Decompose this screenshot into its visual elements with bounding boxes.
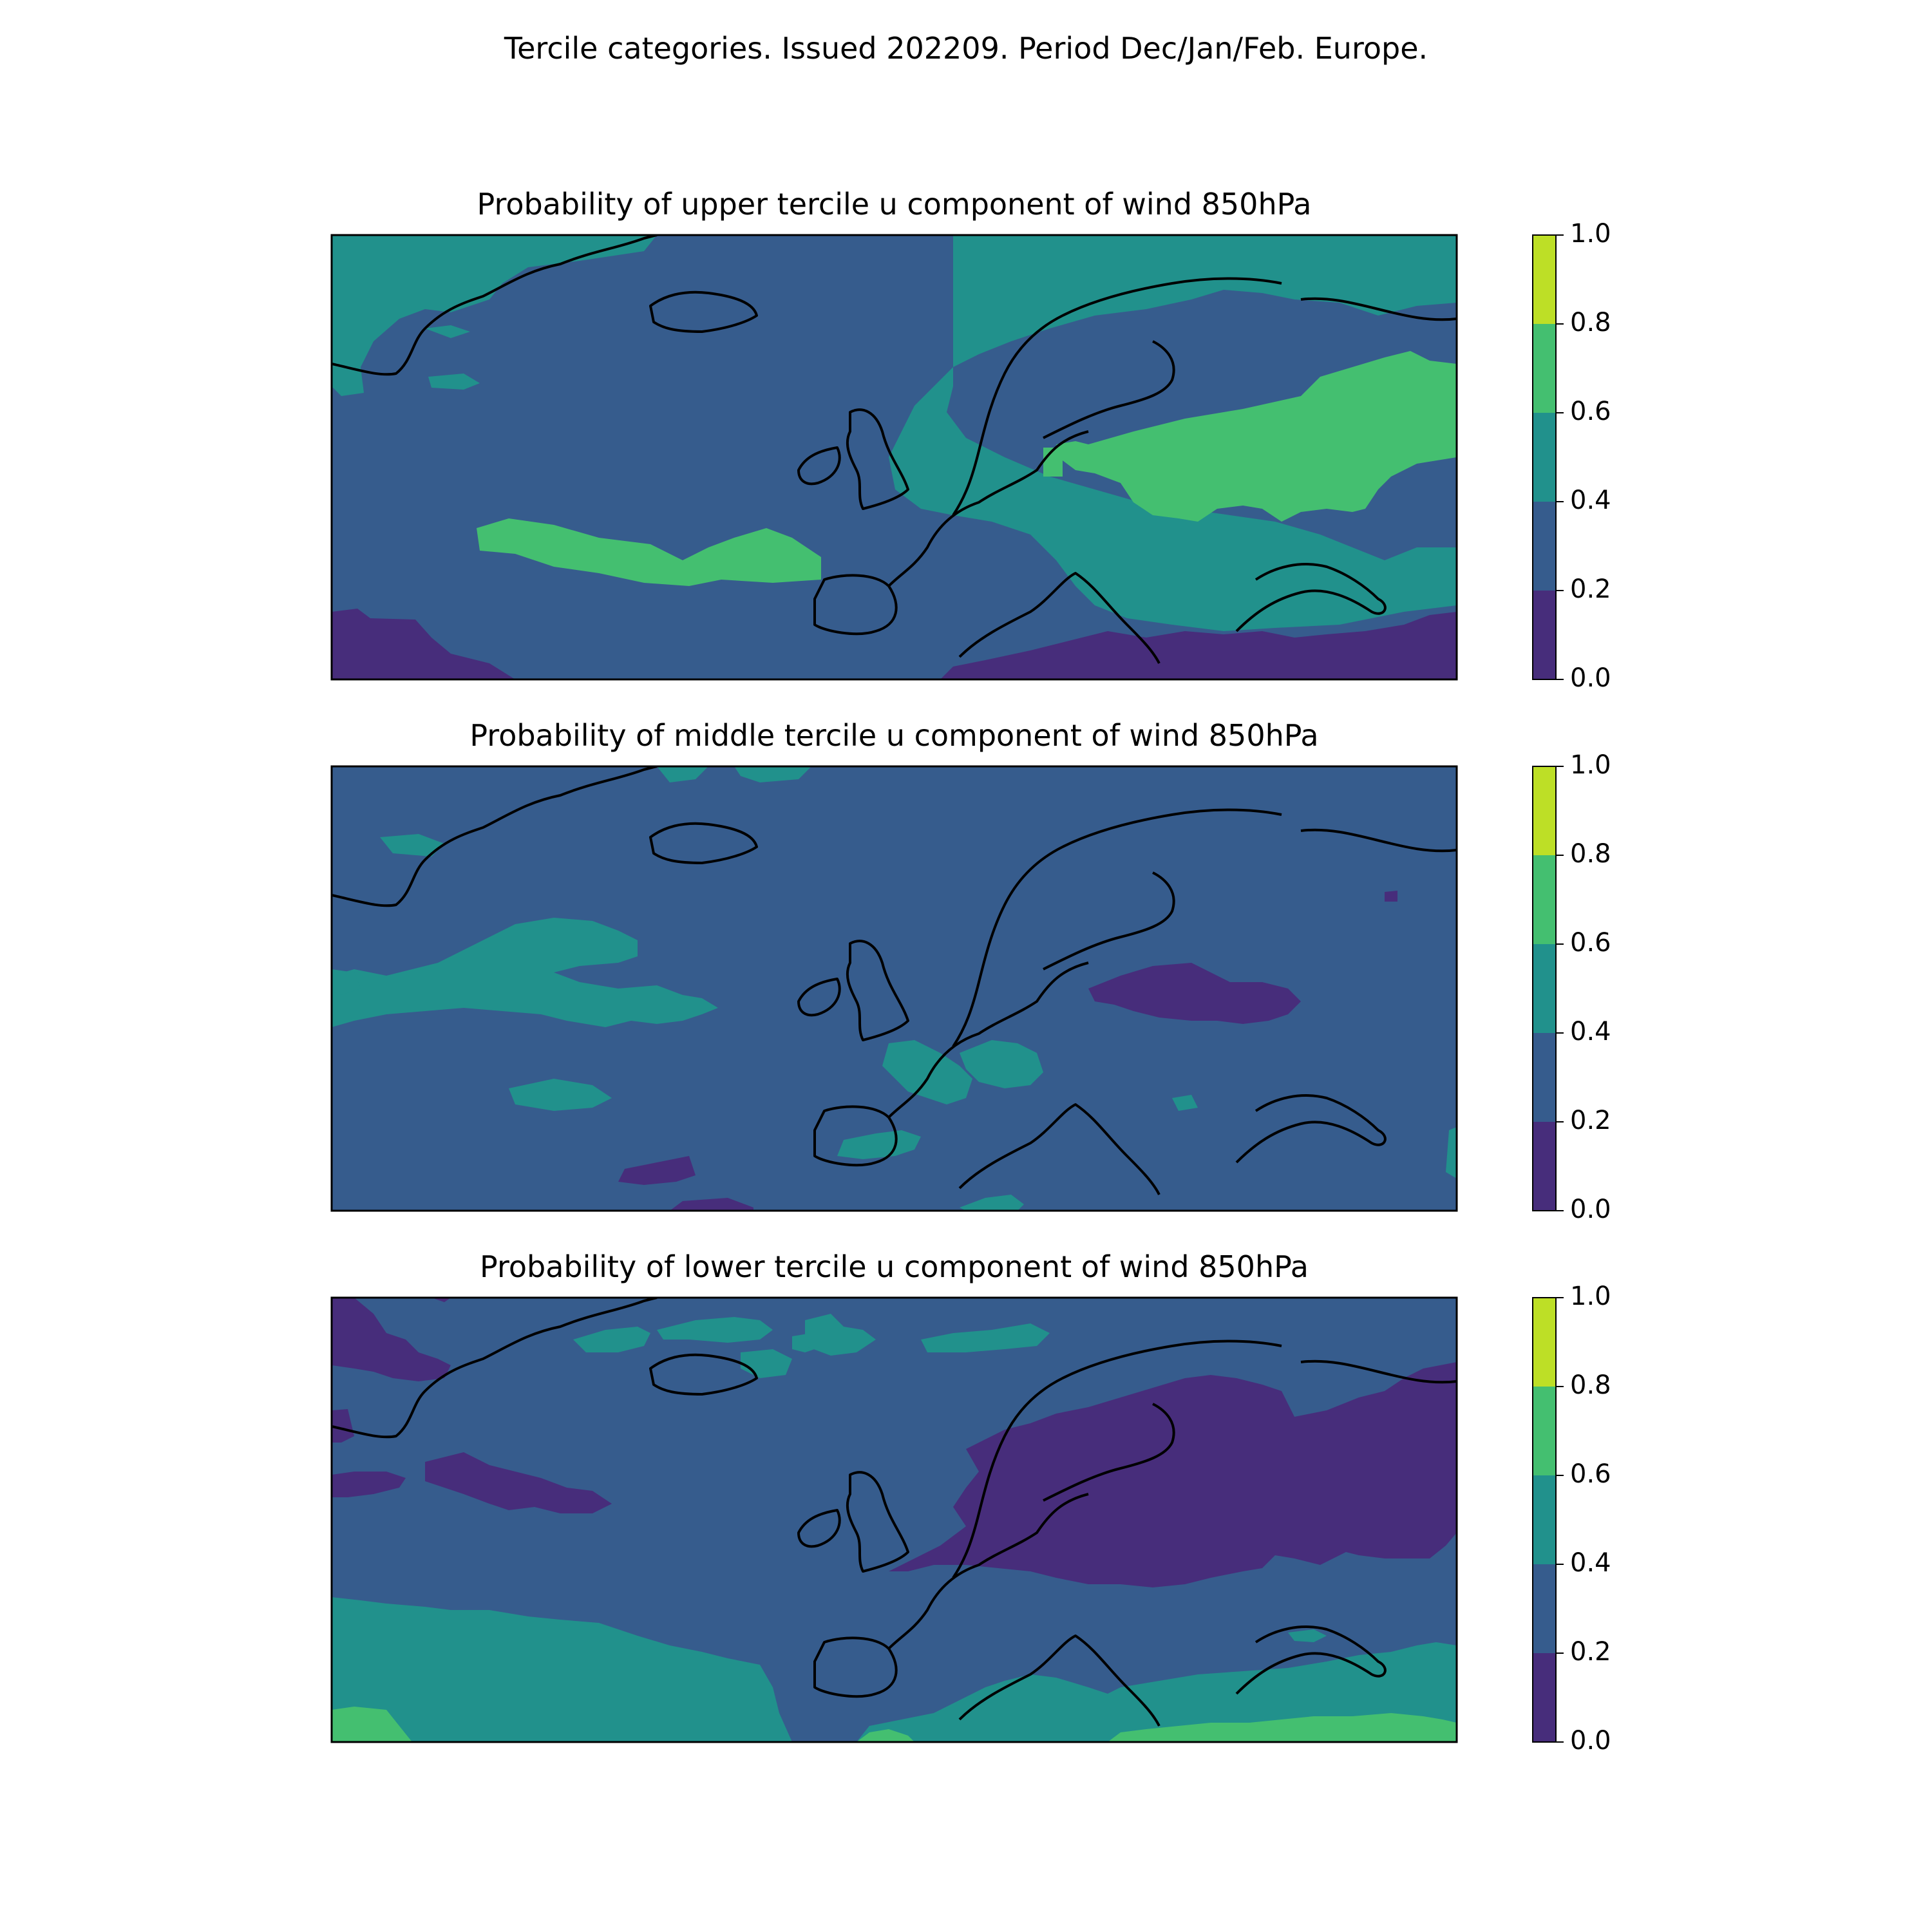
colorbar-bin	[1533, 413, 1556, 502]
region-alps-east	[960, 1040, 1043, 1088]
region-iberia-patch	[837, 1130, 921, 1159]
colorbar-bin	[1533, 1564, 1556, 1653]
colorbar-frame	[1532, 234, 1557, 680]
panel-title-middle: Probability of middle tercile u componen…	[469, 718, 1319, 753]
colorbar-bin	[1533, 1653, 1556, 1742]
region-labrador-patch	[428, 374, 480, 390]
region-northern-patch	[921, 1323, 1050, 1352]
region-greenland-patch	[380, 834, 444, 857]
coastlines	[332, 766, 1457, 1195]
map-frame	[330, 234, 1458, 681]
region-southern-edge	[332, 1707, 412, 1742]
region-northern-patch	[573, 1327, 650, 1352]
colorbar-bin	[1533, 944, 1556, 1033]
colorbar-bin	[1533, 324, 1556, 413]
colorbar-bin	[1533, 855, 1556, 944]
panel-upper: Probability of upper tercile u component…	[0, 187, 1932, 715]
region-atlantic-band	[477, 518, 821, 586]
colorbar-tick: 0.2	[1570, 1106, 1611, 1135]
region-greenland-high	[332, 235, 657, 396]
region-southern-edge-east	[1108, 1713, 1457, 1742]
panel-title-lower: Probability of lower tercile u component…	[480, 1249, 1309, 1284]
region-eastern-europe-core	[1056, 351, 1457, 522]
region-north-patch	[657, 766, 708, 782]
coastlines	[332, 235, 1457, 664]
region-atlantic-band	[332, 918, 718, 1027]
colorbar-tick: 0.4	[1570, 1017, 1611, 1046]
colorbar-tick: 1.0	[1570, 750, 1611, 780]
region-atlantic-low-strip	[332, 1472, 406, 1497]
colorbar-upper: 0.0 0.2 0.4 0.6 0.8 1.0	[1532, 219, 1611, 693]
region-baltic-low	[1088, 963, 1301, 1024]
region-north-patch	[734, 766, 811, 782]
region-black-sea-patch	[1172, 1095, 1198, 1111]
colorbar-bin	[1533, 1298, 1556, 1387]
region-mediterranean-low	[940, 612, 1457, 679]
colorbar-frame	[1532, 1297, 1557, 1743]
region-atlantic-patch	[332, 969, 361, 995]
region-black-sea-patch	[1288, 1629, 1327, 1642]
region-east-patch	[1446, 1127, 1457, 1179]
region-northern-patch	[657, 1317, 773, 1343]
colorbar-tick: 0.8	[1570, 839, 1611, 869]
region-libya-patch	[960, 1195, 1024, 1211]
colorbar-bin	[1533, 1475, 1556, 1564]
region-northern-patch	[805, 1314, 876, 1356]
region-greenland-low-edge	[431, 1298, 451, 1302]
colorbar-tick: 0.8	[1570, 1370, 1611, 1400]
region-east-low	[1385, 891, 1397, 902]
colorbar-lower: 0.0 0.2 0.4 0.6 0.8 1.0	[1532, 1282, 1611, 1756]
colorbar-tick: 0.0	[1570, 1726, 1611, 1756]
colorbar-bin	[1533, 1122, 1556, 1211]
colorbar-tick: 0.2	[1570, 1637, 1611, 1667]
colorbar-tick: 1.0	[1570, 1282, 1611, 1311]
region-greenland-small	[425, 325, 470, 338]
region-western-strip	[332, 1409, 354, 1443]
colorbar-tick: 1.0	[1570, 219, 1611, 249]
region-southwest-low	[332, 609, 515, 679]
region-atlantic-low-strip	[425, 1452, 612, 1513]
colorbar-bin	[1533, 1387, 1556, 1475]
map-upper: 0.0 0.2 0.4 0.6 0.8 1.0	[330, 219, 1611, 693]
map-frame	[330, 1296, 1458, 1743]
colorbar-bin	[1533, 766, 1556, 855]
figure-title: Tercile categories. Issued 202209. Perio…	[504, 31, 1428, 66]
colorbar-tick: 0.4	[1570, 1548, 1611, 1578]
colorbar-bin	[1533, 502, 1556, 591]
colorbar-bin	[1533, 235, 1556, 324]
region-greenland-low	[332, 1298, 451, 1381]
coastlines	[332, 1298, 1457, 1727]
region-africa-low	[670, 1198, 753, 1211]
colorbar-tick: 0.4	[1570, 486, 1611, 515]
panel-lower: Probability of lower tercile u component…	[0, 1249, 1932, 1777]
map-lower: 0.0 0.2 0.4 0.6 0.8 1.0	[330, 1282, 1611, 1756]
region-france-alps	[882, 1040, 972, 1104]
region-europe-low	[889, 1362, 1457, 1587]
colorbar-middle: 0.0 0.2 0.4 0.6 0.8 1.0	[1532, 750, 1611, 1224]
panel-title-upper: Probability of upper tercile u component…	[477, 187, 1312, 222]
colorbar-bin	[1533, 591, 1556, 679]
colorbar-tick: 0.6	[1570, 397, 1611, 426]
colorbar-tick: 0.0	[1570, 663, 1611, 693]
colorbar-tick: 0.6	[1570, 928, 1611, 958]
colorbar-bin	[1533, 1033, 1556, 1122]
map-middle: 0.0 0.2 0.4 0.6 0.8 1.0	[330, 750, 1611, 1224]
panel-middle: Probability of middle tercile u componen…	[0, 718, 1932, 1246]
colorbar-tick: 0.8	[1570, 308, 1611, 337]
colorbar-tick: 0.0	[1570, 1195, 1611, 1224]
map-frame	[330, 765, 1458, 1212]
region-scandinavia-central-europe	[889, 235, 1457, 631]
colorbar-frame	[1532, 766, 1557, 1211]
region-africa-edge	[857, 1729, 914, 1742]
colorbar-tick: 0.2	[1570, 574, 1611, 604]
region-azores-patch	[509, 1079, 612, 1111]
region-south-atlantic-low	[618, 1156, 696, 1185]
colorbar-tick: 0.6	[1570, 1459, 1611, 1489]
region-southern-band	[332, 1597, 792, 1742]
